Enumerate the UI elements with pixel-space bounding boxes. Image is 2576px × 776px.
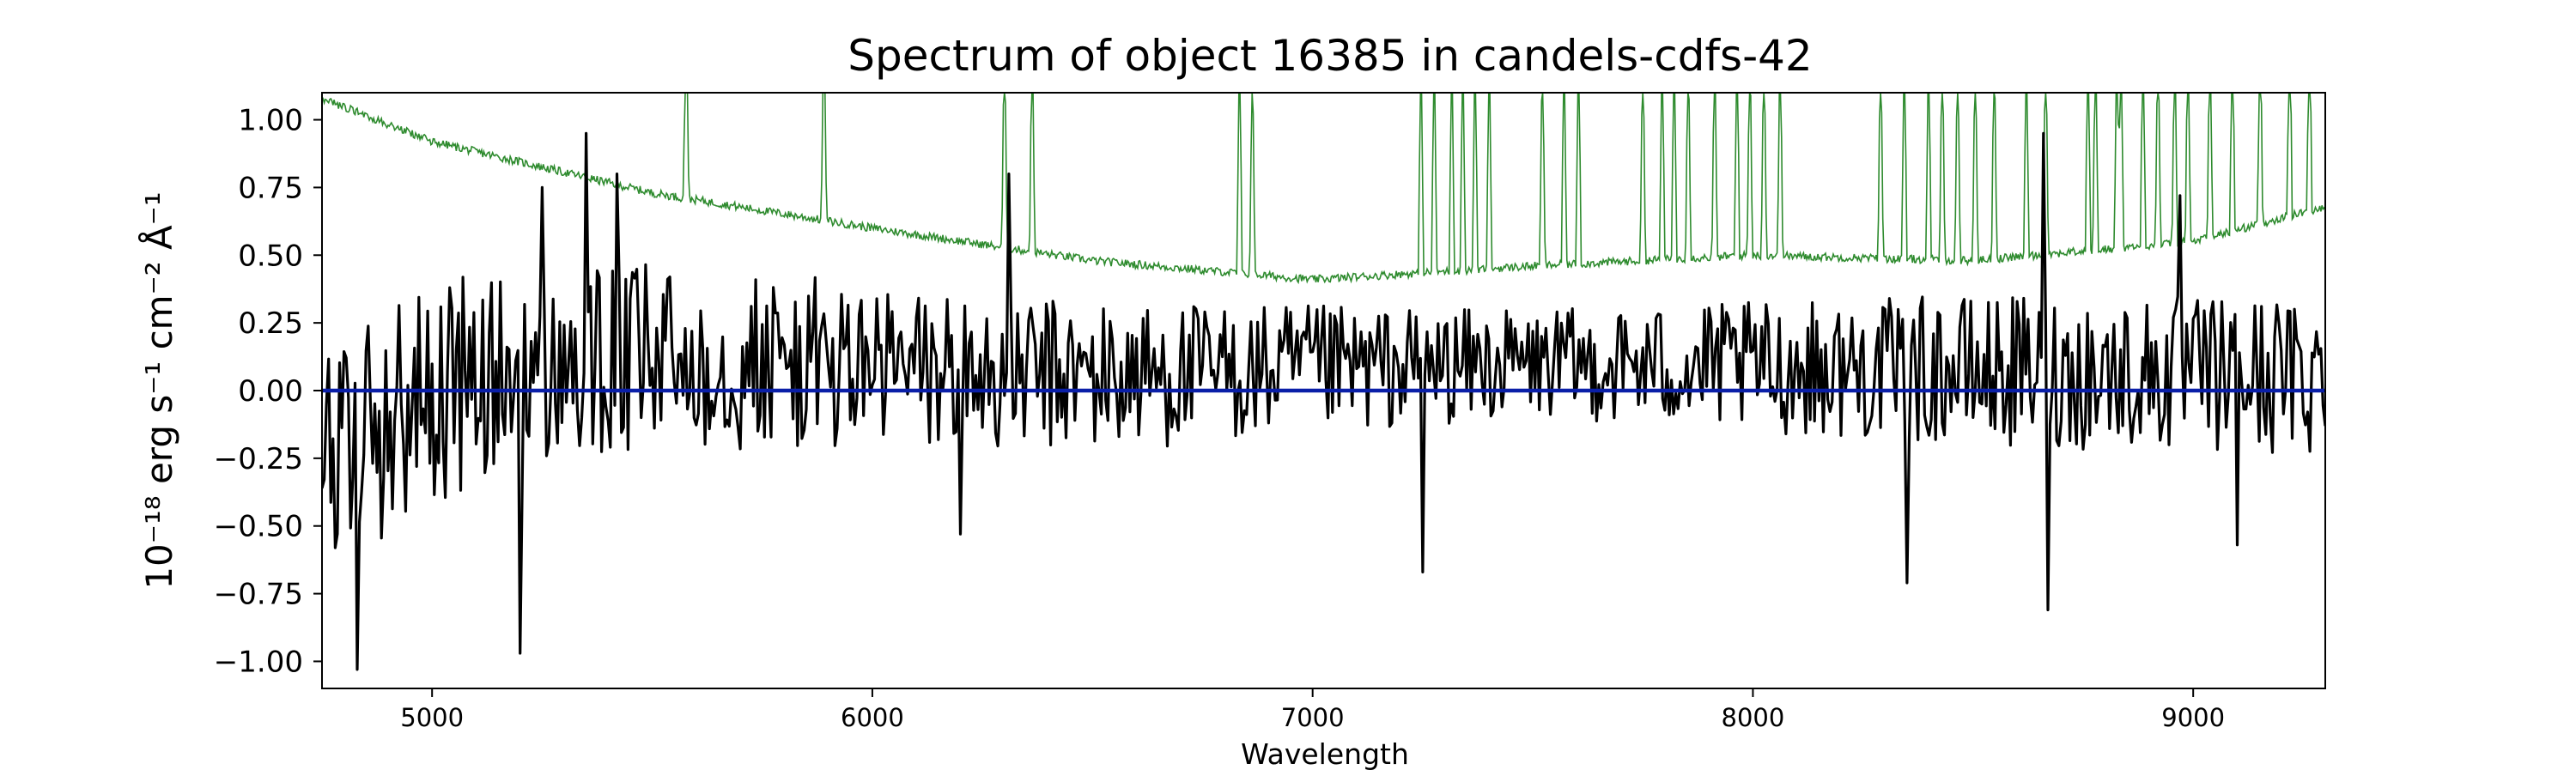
y-tick-label: 0.50 — [238, 239, 303, 273]
y-tick-label: −0.25 — [214, 442, 303, 476]
plot-area — [322, 93, 2325, 671]
y-tick-label: −0.75 — [214, 578, 303, 612]
y-tick-label: 0.75 — [238, 171, 303, 205]
y-tick-label: −0.50 — [214, 510, 303, 544]
y-axis: 1.00 0.75 0.50 0.25 0.00 −0.25 −0.50 −0.75 −1.00 — [214, 104, 322, 679]
x-axis: 5000 6000 7000 8000 9000 — [400, 688, 2225, 732]
x-tick-label: 9000 — [2161, 703, 2225, 732]
y-axis-label: 10⁻¹⁸ erg s⁻¹ cm⁻² Å⁻¹ — [137, 191, 180, 589]
y-tick-label: 0.00 — [238, 374, 303, 409]
x-tick-label: 7000 — [1281, 703, 1345, 732]
x-tick-label: 5000 — [400, 703, 464, 732]
error-spectrum-line — [322, 93, 2325, 285]
y-tick-label: 1.00 — [238, 104, 303, 138]
flux-spectrum-line — [322, 131, 2325, 671]
x-axis-label: Wavelength — [1241, 737, 1409, 771]
x-tick-label: 6000 — [841, 703, 904, 732]
y-tick-label: 0.25 — [238, 306, 303, 341]
x-tick-label: 8000 — [1722, 703, 1785, 732]
chart-title: Spectrum of object 16385 in candels-cdfs… — [848, 31, 1813, 81]
y-tick-label: −1.00 — [214, 645, 303, 679]
